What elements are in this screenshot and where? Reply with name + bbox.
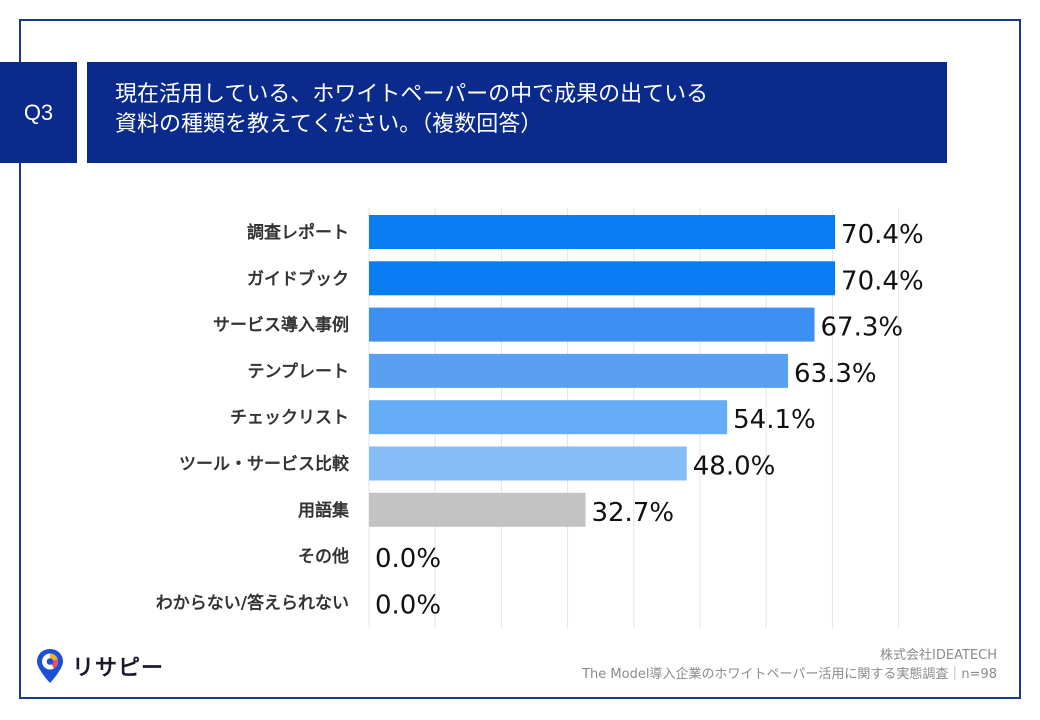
value-label: 54.1%: [733, 405, 816, 435]
bar: [369, 307, 815, 342]
value-label: 67.3%: [821, 313, 904, 343]
bar: [369, 215, 836, 249]
footer-note: 株式会社IDEATECH The Model導入企業のホワイトペーパー活用に関す…: [582, 646, 997, 684]
category-label: チェックリスト: [230, 408, 349, 428]
category-label: その他: [298, 546, 349, 567]
question-number: Q3: [0, 62, 77, 163]
category-label: ツール・サービス比較: [179, 454, 350, 475]
lisapy-logo: リサピー: [36, 648, 164, 684]
value-label: 48.0%: [693, 452, 776, 482]
chart-frame: [19, 19, 1021, 699]
question-title: 現在活用している、ホワイトペーパーの中で成果の出ている 資料の種類を教えてくださ…: [87, 62, 947, 163]
category-label: 調査レポート: [247, 222, 349, 243]
value-label: 63.3%: [794, 359, 877, 389]
value-label: 0.0%: [375, 544, 441, 574]
value-label: 70.4%: [841, 220, 924, 250]
logo-text: リサピー: [72, 656, 165, 681]
question-title-line2: 資料の種類を教えてください。（複数回答）: [115, 112, 543, 137]
value-label: 0.0%: [375, 590, 441, 620]
bar: [369, 446, 687, 481]
lisapy-pin-icon: [37, 649, 63, 683]
question-number-text: Q3: [23, 99, 54, 125]
footer-survey: The Model導入企業のホワイトペーパー活用に関する実態調査｜n=98: [582, 667, 997, 682]
category-label: テンプレート: [248, 361, 350, 382]
question-title-line1: 現在活用している、ホワイトペーパーの中で成果の出ている: [115, 82, 709, 107]
category-label: ガイドブック: [247, 268, 349, 289]
value-label: 32.7%: [591, 498, 674, 528]
bar: [369, 353, 789, 388]
bar: [369, 261, 836, 296]
category-label: わからない/答えられない: [156, 592, 349, 613]
footer-company: 株式会社IDEATECH: [880, 648, 997, 663]
bar: [369, 492, 586, 527]
value-label: 70.4%: [841, 266, 924, 296]
category-label: サービス導入事例: [213, 315, 349, 336]
bar: [369, 400, 728, 435]
category-label: 用語集: [298, 500, 350, 521]
